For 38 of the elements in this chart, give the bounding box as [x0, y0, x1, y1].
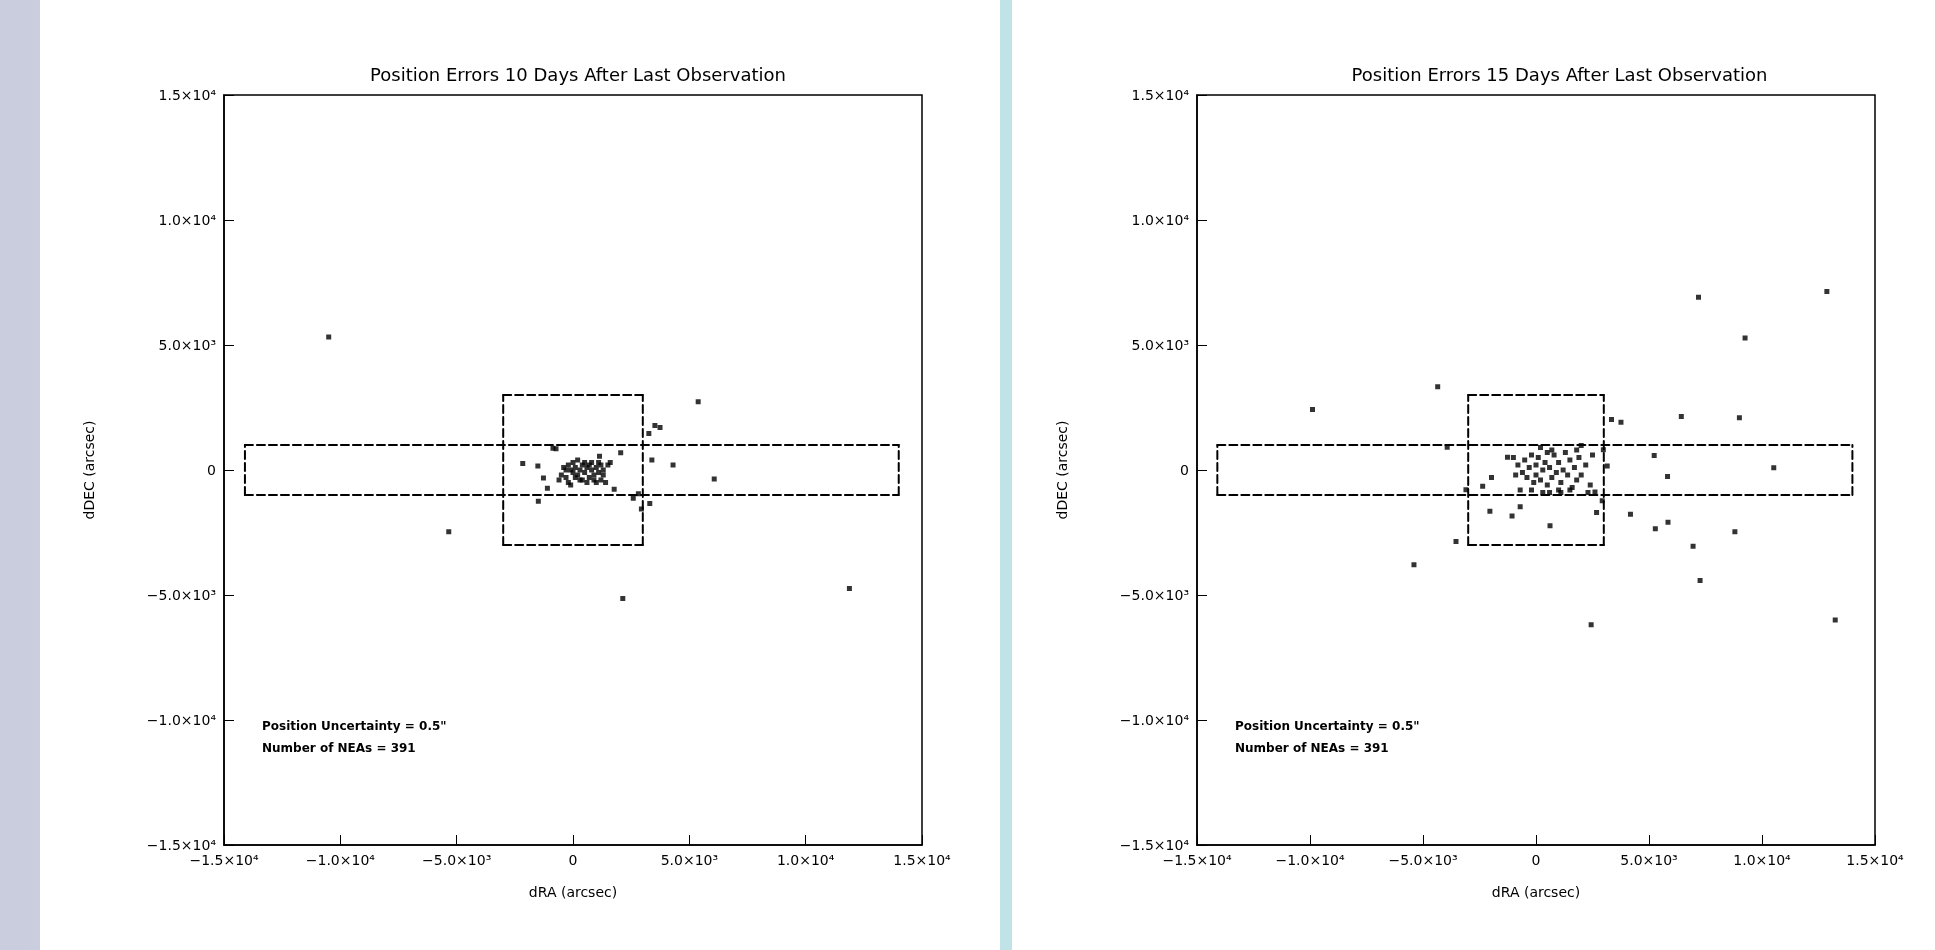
x-tick-label: −1.0×10⁴ — [305, 852, 376, 868]
y-tick-label: −1.0×10⁴ — [146, 712, 217, 728]
x-tick-label: 1.0×10⁴ — [776, 852, 835, 868]
y-tick-label: 1.0×10⁴ — [158, 212, 217, 228]
y-tick-label: 1.5×10⁴ — [1131, 87, 1190, 103]
y-tick-label: −5.0×10³ — [1119, 587, 1189, 603]
y-axis-title: dDEC (arcsec) — [1054, 420, 1070, 520]
y-tick-label: 1.5×10⁴ — [158, 87, 217, 103]
x-tick-label: 5.0×10³ — [660, 852, 719, 868]
x-tick-label: 1.5×10⁴ — [1846, 852, 1905, 868]
annotation: Position Uncertainty = 0.5" — [262, 719, 447, 733]
annotation: Number of NEAs = 391 — [262, 741, 416, 755]
annotation: Position Uncertainty = 0.5" — [1235, 719, 1420, 733]
x-axis-title: dRA (arcsec) — [528, 884, 618, 900]
y-tick-label: 5.0×10³ — [1131, 337, 1189, 353]
y-tick-label: 0 — [1180, 462, 1189, 478]
y-tick-label: −1.0×10⁴ — [1119, 712, 1190, 728]
x-tick-label: −1.5×10⁴ — [189, 852, 259, 868]
y-tick-label: −1.5×10⁴ — [146, 837, 217, 853]
x-tick-label: 0 — [1531, 852, 1541, 868]
x-tick-label: 5.0×10³ — [1620, 852, 1678, 868]
x-tick-label: −5.0×10³ — [1388, 852, 1458, 868]
x-tick-label: −5.0×10³ — [422, 852, 492, 868]
y-tick-label: 1.0×10⁴ — [1131, 212, 1190, 228]
y-axis-title: dDEC (arcsec) — [81, 420, 97, 520]
x-tick-label: −1.5×10⁴ — [1162, 852, 1232, 868]
y-tick-label: 5.0×10³ — [158, 337, 216, 353]
annotation: Number of NEAs = 391 — [1235, 741, 1389, 755]
x-tick-label: 1.0×10⁴ — [1733, 852, 1792, 868]
x-tick-label: 1.5×10⁴ — [893, 852, 952, 868]
x-axis-title: dRA (arcsec) — [1491, 884, 1581, 900]
y-tick-label: −1.5×10⁴ — [1119, 837, 1190, 853]
y-tick-label: 0 — [207, 462, 216, 478]
x-tick-label: −1.0×10⁴ — [1275, 852, 1345, 868]
x-tick-label: 0 — [568, 852, 578, 868]
y-tick-label: −5.0×10³ — [146, 587, 216, 603]
chart-title: Position Errors 15 Days After Last Observation — [1351, 63, 1768, 85]
chart-title: Position Errors 10 Days After Last Observation — [370, 63, 786, 85]
